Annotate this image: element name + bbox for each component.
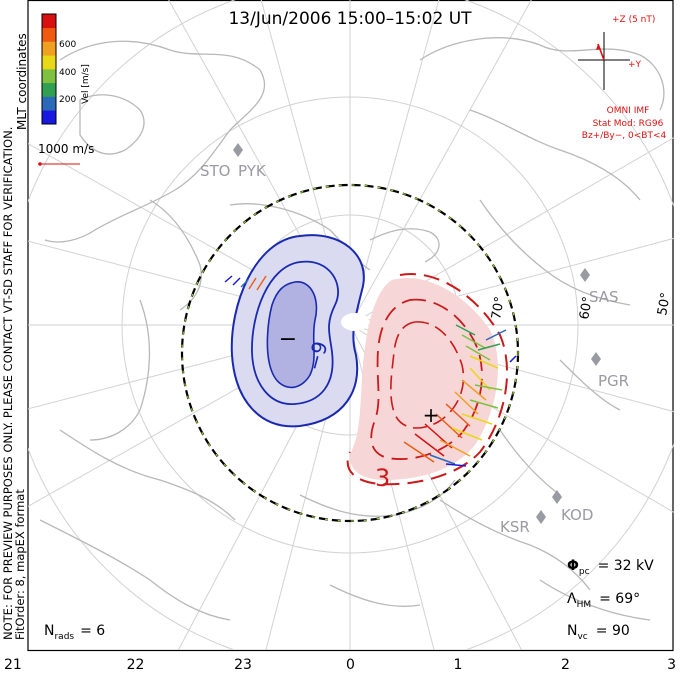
latitude-label-70: 70° [489, 295, 508, 320]
station-markers [233, 143, 601, 524]
potential-maximum-marker: + [423, 403, 440, 427]
latitude-label-50: 50° [655, 291, 674, 316]
station-label-pgr: PGR [598, 372, 629, 390]
preview-note: NOTE: FOR PREVIEW PURPOSES ONLY. PLEASE … [1, 127, 15, 640]
station-label-pyk: PYK [238, 162, 267, 180]
colorbar-tick-600: 600 [59, 40, 76, 50]
station-label-sto: STO [200, 162, 231, 180]
colorbar-tick-400: 400 [59, 68, 76, 78]
cusp-gap [341, 313, 369, 331]
potential-minimum-marker: − [279, 327, 297, 352]
mlt-label-2: 2 [561, 657, 570, 673]
velocity-vectors-dusk [224, 275, 267, 291]
imf-source: OMNI IMF [607, 106, 650, 116]
velocity-vectors-dawn [403, 324, 517, 467]
mlt-label-0: 0 [346, 657, 355, 673]
imf-clock [578, 32, 630, 90]
colorbar-segment [42, 41, 56, 56]
colorbar-segment [42, 82, 56, 97]
velocity-colorbar [41, 13, 57, 125]
colorbar-segment [42, 14, 56, 29]
phi-pc-stat: Φpc = 32 kV [567, 558, 654, 577]
coordinates-label: MLT coordinates [15, 33, 29, 130]
colorbar-segment [42, 27, 56, 42]
colorbar-segment [42, 96, 56, 111]
contour-label-positive: 3 [375, 464, 390, 492]
negative-convection-cell [230, 234, 365, 428]
mlt-label-23: 23 [234, 657, 252, 673]
map-title: 13/Jun/2006 15:00–15:02 UT [228, 9, 472, 29]
nvc-stat: Nvc = 90 [567, 623, 630, 642]
mlt-label-3: 3 [667, 657, 676, 673]
stat-model: Stat Mod: RG96 [593, 119, 664, 129]
colorbar-segment [42, 69, 56, 84]
imf-z-label: +Z (5 nT) [612, 15, 655, 25]
station-label-kod: KOD [561, 506, 593, 524]
lambda-hm-stat: ΛHM = 69° [567, 591, 640, 610]
colorbar-segment [42, 55, 56, 70]
mlt-label-1: 1 [454, 657, 463, 673]
imf-y-label: +Y [628, 60, 642, 70]
boundary-vectors [181, 184, 519, 522]
mlt-axis: 21 22 23 0 1 2 3 [4, 657, 676, 673]
reference-vector-label: 1000 m/s [38, 142, 94, 156]
fit-order-note: FitOrder: 8, mapEX format [13, 489, 27, 640]
nrads-stat: Nrads = 6 [44, 623, 105, 642]
colorbar-tick-200: 200 [59, 95, 76, 105]
positive-convection-cell [346, 273, 509, 486]
mlt-label-22: 22 [127, 657, 145, 673]
latitude-label-60: 60° [577, 295, 596, 320]
station-label-ksr: KSR [500, 518, 530, 536]
mlt-label-21: 21 [4, 657, 22, 673]
station-label-sas: SAS [589, 288, 619, 306]
colorbar-segment [42, 110, 56, 125]
colorbar-label: Vel [m/s] [81, 64, 91, 104]
imf-condition: Bz+/By−, 0<BT<4 [582, 131, 667, 141]
